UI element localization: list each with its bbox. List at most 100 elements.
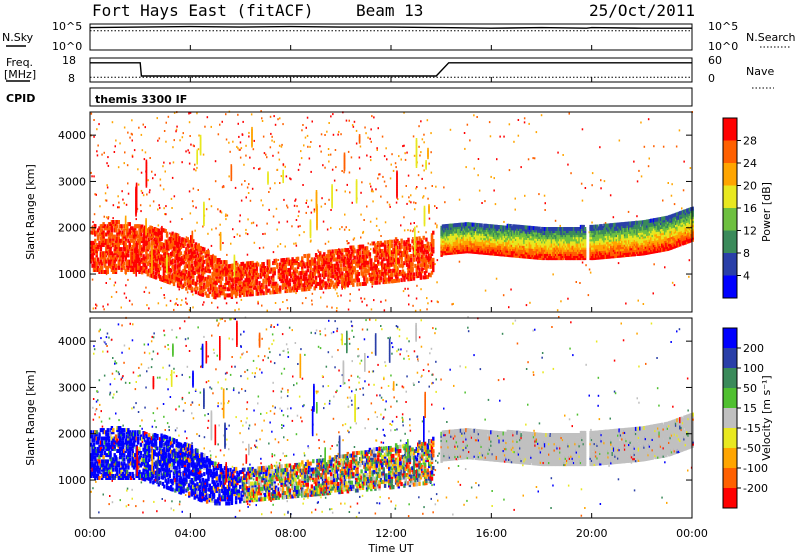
power-pixel [447,246,450,251]
power-pixel [523,227,526,232]
power-pixel [407,287,409,290]
power-pixel [582,227,585,231]
power-pixel [113,226,116,231]
power-pixel [136,207,139,210]
power-pixel [643,145,646,148]
power-pixel [510,253,514,258]
power-pixel [233,236,236,238]
power-pixel [197,247,200,252]
power-pixel [155,254,157,257]
power-pixel [116,238,119,243]
power-pixel [128,247,131,252]
power-pixel [419,273,423,278]
power-pixel [203,249,206,254]
power-pixel [287,257,290,262]
power-pixel [484,246,487,251]
power-pixel [514,239,518,244]
power-pixel [173,195,176,198]
power-pixel [168,278,171,283]
power-pixel [259,272,263,277]
power-pixel [176,125,178,128]
power-pixel [581,245,584,250]
power-pixel [336,276,340,280]
power-pixel [323,256,326,261]
power-pixel [189,254,192,259]
power-pixel [407,264,410,269]
power-pixel [247,290,250,295]
power-pixel [198,134,200,137]
power-pixel [503,250,507,255]
power-pixel [313,257,316,262]
power-pixel [349,299,351,302]
power-pixel [152,241,155,246]
power-pixel [163,245,166,250]
power-pixel [208,198,211,201]
power-pixel [432,249,435,254]
power-pixel [130,234,133,239]
power-pixel [566,233,569,238]
power-pixel [541,229,544,233]
power-pixel [299,225,301,228]
power-pixel [501,233,504,238]
power-pixel [516,245,519,250]
power-pixel [334,249,337,254]
power-pixel [579,229,583,234]
power-pixel [553,233,556,238]
power-pixel [110,251,114,256]
power-pixel [312,274,315,279]
power-pixel [385,147,387,150]
power-pixel [366,205,368,208]
power-pixel [181,272,184,277]
power-pixel [146,241,149,246]
power-pixel [521,248,525,253]
power-pixel [128,299,131,302]
power-pixel [454,225,457,230]
power-pixel [367,250,370,255]
power-pixel [408,268,412,273]
power-pixel [116,224,119,229]
power-pixel [119,249,122,254]
power-pixel [520,241,523,246]
power-pixel [589,233,592,238]
power-pixel [254,271,257,276]
power-pixel [497,231,500,236]
power-pixel [110,268,114,272]
power-pixel [146,270,149,275]
power-pixel [392,268,395,273]
power-pixel [539,241,543,246]
power-pixel [274,283,278,288]
power-pixel [324,242,327,245]
power-pixel [590,241,594,246]
power-pixel [421,138,424,141]
power-pixel [354,276,358,281]
power-pixel [147,227,151,232]
power-pixel [345,258,348,263]
power-pixel [194,284,198,288]
power-pixel [95,193,97,196]
power-pixel [546,241,549,246]
power-pixel [408,264,412,269]
power-pixel [179,261,183,266]
power-pixel [544,202,546,205]
power-pixel [429,262,432,267]
power-pixel [455,250,458,255]
power-pixel [461,235,464,240]
power-pixel [495,239,498,244]
power-pixel [426,256,429,261]
power-pixel [563,247,566,252]
power-pixel [545,252,548,256]
power-pixel [510,226,514,231]
power-pixel [529,301,531,304]
power-pixel [197,262,200,267]
power-pixel [369,137,371,140]
power-pixel [426,264,429,269]
power-pixel [269,290,272,295]
power-pixel [472,231,475,235]
power-pixel [193,271,196,275]
power-pixel [374,274,377,279]
power-pixel [559,256,562,261]
power-pixel [207,275,210,280]
power-pixel [120,232,123,237]
power-pixel [521,254,525,259]
power-pixel [196,166,198,169]
